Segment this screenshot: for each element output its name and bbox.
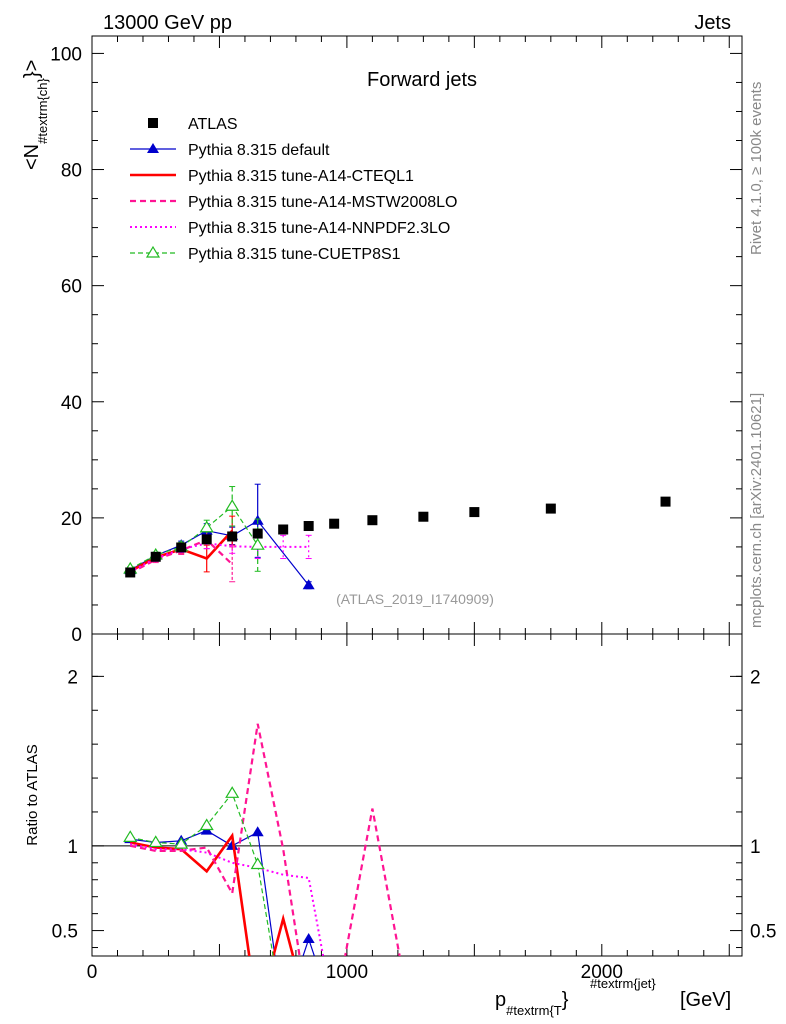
- ratio-line: [129, 832, 295, 956]
- atlas-data-point: [176, 542, 187, 553]
- ratio-point: [250, 857, 265, 870]
- x-label-sup: #textrm{jet}: [590, 976, 656, 991]
- data-point: [199, 520, 214, 533]
- analysis-tag: (ATLAS_2019_I1740909): [336, 591, 494, 607]
- atlas-data-point: [418, 511, 429, 522]
- main-y-tick-label: 60: [61, 277, 82, 298]
- ratio-y-tick-label: 2: [67, 667, 78, 688]
- ratio-line: [130, 843, 325, 956]
- atlas-data-point: [660, 496, 671, 507]
- x-tick-label: 1000: [326, 962, 368, 983]
- y-label-close: }>: [21, 60, 43, 78]
- x-tick-labels: 0 1000 2000: [87, 962, 623, 983]
- ratio-y-tick-label: 1: [67, 837, 78, 858]
- ratio-point: [148, 835, 163, 848]
- legend-entry-atlas: ATLAS: [188, 116, 238, 133]
- ratio-point: [225, 786, 240, 798]
- ratio-y-axis-label: Ratio to ATLAS: [24, 744, 41, 845]
- atlas-data-point: [545, 503, 556, 514]
- chart-title: Forward jets: [367, 69, 477, 91]
- legend-marker-atlas: [148, 118, 158, 128]
- series-1: [124, 483, 315, 590]
- ratio-y-tick-label-right: 1: [750, 837, 761, 858]
- main-y-tick-label: 0: [71, 625, 82, 646]
- main-y-tick-labels: 0 20 40 60 80 100: [50, 44, 82, 646]
- atlas-data-point: [201, 534, 212, 545]
- legend-entry-cuetp8s1: Pythia 8.315 tune-CUETP8S1: [188, 246, 401, 263]
- ratio-y-tick-label-right: 0.5: [750, 922, 776, 943]
- x-tick-label: 2000: [581, 962, 623, 983]
- ratio-point: [199, 818, 214, 831]
- category-label: Jets: [694, 12, 731, 34]
- ratio-axis-ticks: [91, 634, 742, 956]
- rivet-version-label: Rivet 4.1.0, ≥ 100k events: [748, 82, 765, 255]
- main-y-tick-label: 100: [50, 44, 82, 65]
- main-axis-ticks: [91, 36, 742, 635]
- x-axis-label: p#textrm{T} #textrm{jet} [GeV]: [495, 976, 731, 1018]
- data-point: [302, 579, 315, 590]
- atlas-data-point: [329, 518, 340, 529]
- atlas-data-point: [278, 524, 289, 535]
- x-label-close: }: [562, 989, 569, 1011]
- ratio-point: [174, 836, 189, 849]
- legend-marker-default: [147, 143, 159, 153]
- series-0: [125, 496, 671, 578]
- main-y-tick-label: 20: [61, 509, 82, 530]
- ratio-series-5: [123, 786, 274, 956]
- ratio-y-tick-label-right: 2: [750, 667, 761, 688]
- main-y-tick-label: 80: [61, 161, 82, 182]
- source-label: mcplots.cern.ch [arXiv:2401.10621]: [748, 393, 765, 628]
- main-series-group: [123, 483, 671, 590]
- atlas-data-point: [469, 507, 480, 518]
- legend: ATLAS Pythia 8.315 default Pythia 8.315 …: [130, 116, 457, 263]
- svg-text:<N#textrm{ch}}>: <N#textrm{ch}}>: [21, 60, 50, 170]
- ratio-line: [130, 829, 315, 956]
- x-label-unit: [GeV]: [680, 989, 731, 1011]
- data-point: [225, 499, 240, 511]
- ratio-y-tick-label: 0.5: [52, 922, 78, 943]
- legend-entry-mstw: Pythia 8.315 tune-A14-MSTW2008LO: [188, 194, 457, 211]
- ratio-series-3: [129, 723, 401, 956]
- atlas-data-point: [367, 515, 378, 526]
- ratio-series-2: [129, 832, 295, 956]
- y-label-sub: #textrm{ch}: [35, 77, 50, 143]
- legend-marker-cuetp8s1: [145, 245, 161, 258]
- ratio-series-group: [123, 723, 401, 956]
- legend-entry-cteql1: Pythia 8.315 tune-A14-CTEQL1: [188, 168, 414, 185]
- legend-entry-default: Pythia 8.315 default: [188, 142, 330, 159]
- data-point: [250, 538, 265, 550]
- ratio-panel-frame: [91, 633, 743, 957]
- y-label-main: <N: [21, 144, 43, 170]
- ratio-y-tick-labels: 0.5 1 2 0.5 1 2: [52, 667, 777, 942]
- legend-entry-nnpdf: Pythia 8.315 tune-A14-NNPDF2.3LO: [188, 220, 450, 237]
- series-3: [127, 530, 236, 583]
- atlas-data-point: [303, 521, 314, 532]
- x-label-main: p: [495, 989, 506, 1011]
- ratio-series-4: [130, 843, 325, 956]
- x-tick-label: 0: [87, 962, 98, 983]
- x-label-sub: #textrm{T: [506, 1003, 562, 1018]
- atlas-data-point: [150, 551, 161, 562]
- atlas-data-point: [125, 567, 136, 578]
- ratio-point: [251, 826, 264, 837]
- atlas-data-point: [252, 528, 263, 539]
- energy-label: 13000 GeV pp: [103, 12, 232, 34]
- main-y-axis-label: <N#textrm{ch}}>: [21, 60, 50, 170]
- atlas-data-point: [227, 531, 238, 542]
- ratio-line: [129, 723, 401, 956]
- svg-text:p#textrm{T}: p#textrm{T}: [495, 989, 569, 1018]
- ratio-point: [123, 830, 138, 842]
- ratio-series-1: [124, 824, 315, 956]
- ratio-point: [302, 933, 315, 944]
- main-y-tick-label: 40: [61, 393, 82, 414]
